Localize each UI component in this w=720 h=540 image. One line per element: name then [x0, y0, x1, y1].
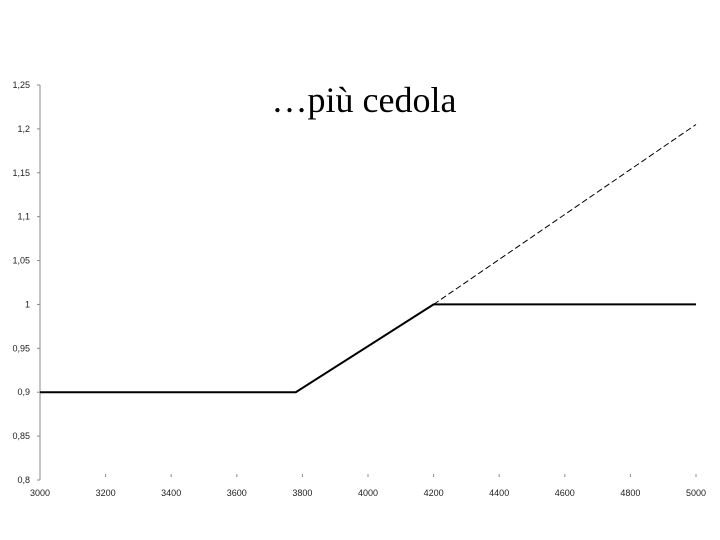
dashed-series-line [433, 124, 697, 305]
x-tick-label: 3000 [30, 488, 50, 498]
y-tick-label: 0,95 [12, 343, 30, 353]
x-tick-label: 4200 [424, 488, 444, 498]
y-tick-label: 1,1 [17, 212, 30, 222]
y-tick-label: 1 [25, 299, 30, 309]
x-tick-label: 3600 [227, 488, 247, 498]
y-tick-label: 0,8 [17, 475, 30, 485]
x-tick-label: 4600 [555, 488, 575, 498]
y-tick-label: 1,2 [17, 124, 30, 134]
series-group [40, 124, 697, 394]
x-axis-ticks: 3000 3200 3400 3600 3800 4000 4200 4400 4600 4800… [30, 474, 706, 498]
y-tick-label: 1,05 [12, 256, 30, 266]
x-tick-label: 4000 [358, 488, 378, 498]
x-tick-label: 5000 [686, 488, 706, 498]
y-axis-ticks: 0,8 0,85 0,9 0,95 1 1,05 1,1 1,15 1,2 1,25 [12, 80, 40, 485]
y-tick-label: 0,9 [17, 387, 30, 397]
y-tick-label: 0,85 [12, 431, 30, 441]
y-tick-label: 1,25 [12, 80, 30, 90]
y-tick-label: 1,15 [12, 168, 30, 178]
solid-series-line [40, 303, 696, 394]
x-tick-label: 4400 [489, 488, 509, 498]
x-tick-label: 3800 [292, 488, 312, 498]
x-tick-label: 4800 [620, 488, 640, 498]
chart-title: …più cedola [272, 80, 457, 120]
x-tick-label: 3200 [96, 488, 116, 498]
x-tick-label: 3400 [161, 488, 181, 498]
